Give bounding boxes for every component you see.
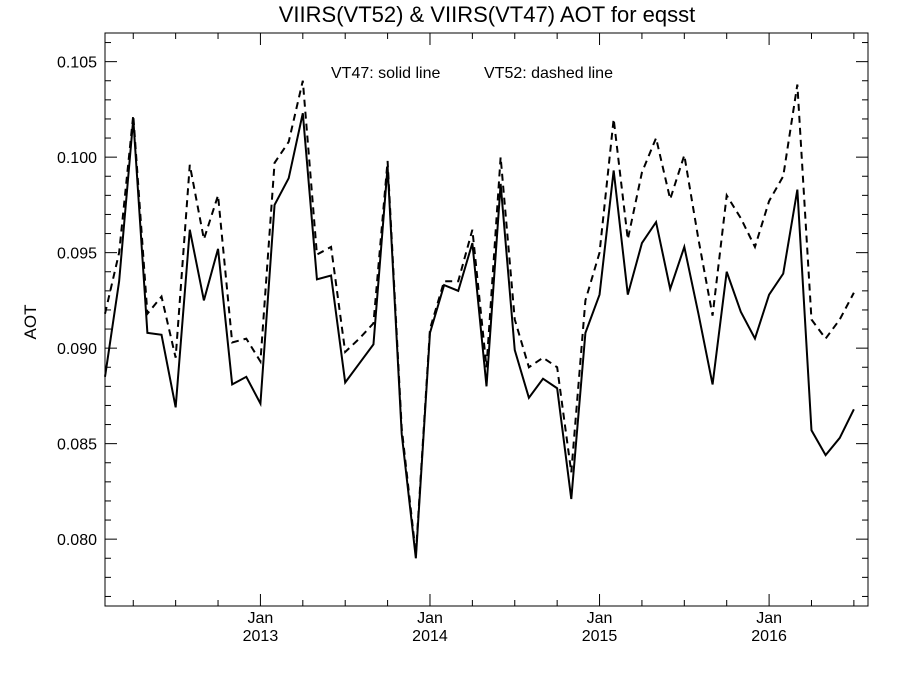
y-tick-label: 0.105 (57, 55, 97, 72)
axes-layer: 0.0800.0850.0900.0950.1000.105Jan2013Jan… (57, 33, 868, 645)
x-tick-label-month: Jan (756, 610, 782, 627)
annotation-vt52-dashed: VT52: dashed line (484, 65, 613, 82)
x-tick-label-month: Jan (417, 610, 443, 627)
x-tick-label-month: Jan (248, 610, 274, 627)
y-tick-label: 0.100 (57, 150, 97, 167)
y-tick-label: 0.095 (57, 246, 97, 263)
x-tick-label-year: 2014 (412, 628, 448, 645)
x-tick-label-year: 2015 (582, 628, 618, 645)
series-layer (104, 80, 855, 559)
chart-title: VIIRS(VT52) & VIIRS(VT47) AOT for eqsst (279, 2, 696, 27)
x-tick-label-year: 2013 (243, 628, 279, 645)
annotation-vt47-solid: VT47: solid line (331, 65, 440, 82)
y-tick-label: 0.085 (57, 437, 97, 454)
y-tick-label: 0.080 (57, 532, 97, 549)
y-axis-label: AOT (21, 305, 40, 340)
x-tick-label-month: Jan (587, 610, 613, 627)
x-tick-label-year: 2016 (751, 628, 787, 645)
vt52-dashed-series-line (104, 80, 855, 555)
plot-frame (104, 32, 869, 607)
y-tick-label: 0.090 (57, 341, 97, 358)
vt47-solid-series-line (104, 113, 855, 559)
